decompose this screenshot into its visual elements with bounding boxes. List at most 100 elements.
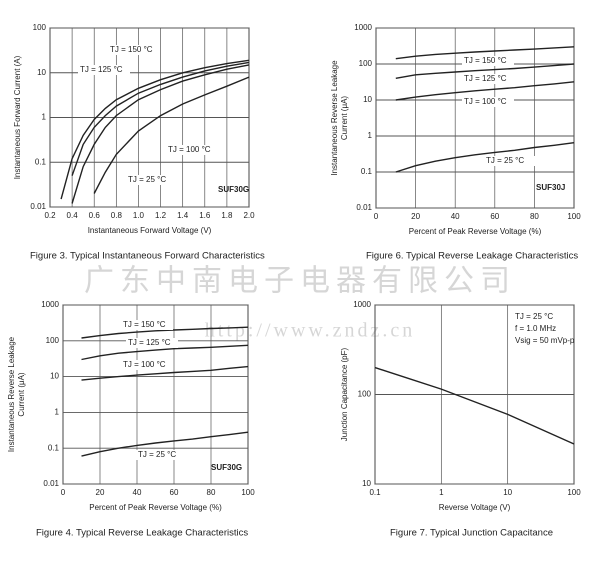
y-tick-label: 0.01 (356, 203, 372, 212)
x-tick-label: 20 (411, 212, 420, 221)
x-tick-label: 0.2 (44, 211, 56, 220)
label-bg (166, 145, 218, 155)
label-bg (126, 175, 178, 185)
label-bg (78, 65, 130, 75)
y-tick-label: 0.01 (30, 202, 46, 211)
label-bg (462, 74, 514, 84)
label-bg (136, 450, 188, 460)
y-tick-label: 0.01 (43, 479, 59, 488)
x-tick-label: 1.2 (155, 211, 167, 220)
figure-caption: Figure 7. Typical Junction Capacitance (390, 528, 553, 539)
x-tick-label: 2.0 (243, 211, 255, 220)
data-line (93, 76, 250, 194)
chart: 0 20 40 60 80 100 0.01 0.1 1 10 100 1000 Percent of … (330, 23, 581, 261)
data-line (395, 142, 575, 173)
data-line (395, 81, 575, 101)
x-tick-label: 60 (170, 488, 179, 497)
x-tick-label: 100 (567, 212, 581, 221)
series-label: TJ = 150 °C (110, 45, 153, 54)
x-tick-label: 100 (241, 488, 255, 497)
y-tick-label: 10 (362, 479, 371, 488)
x-tick-label: 40 (451, 212, 460, 221)
y-tick-label: 1000 (353, 300, 371, 309)
label-bg (108, 45, 160, 55)
y-tick-label: 100 (358, 390, 372, 399)
x-tick-label: 1 (439, 488, 444, 497)
series-label: TJ = 125 °C (80, 65, 123, 74)
y-axis-label: Instantaneous Reverse Leakage (330, 60, 339, 176)
data-line (395, 63, 575, 79)
series-label: TJ = 125 °C (464, 74, 507, 83)
series-label: TJ = 25 °C (138, 450, 176, 459)
annotation: SUF30G (211, 463, 242, 472)
series-label: TJ = 25 °C (128, 175, 166, 184)
x-tick-label: 0.6 (89, 211, 101, 220)
data-line (81, 431, 249, 457)
y-axis-label: Instantaneous Forward Current (A) (13, 55, 22, 179)
y-tick-label: 1 (55, 408, 60, 417)
x-tick-label: 1.8 (221, 211, 233, 220)
y-axis-label: Current (μA) (340, 96, 349, 141)
x-tick-label: 0.4 (67, 211, 79, 220)
y-tick-label: 1000 (354, 23, 372, 32)
y-tick-label: 100 (46, 336, 60, 345)
series-label: TJ = 100 °C (168, 145, 211, 154)
y-axis-label: Instantaneous Reverse Leakage (7, 336, 16, 452)
chart: 0.2 0.4 0.6 0.8 1.0 1.2 1.4 1.6 1.8 2.0 0.01 0.1 1 10… (13, 23, 265, 261)
x-tick-label: 0 (374, 212, 379, 221)
y-tick-label: 100 (33, 23, 47, 32)
series-label: TJ = 125 °C (128, 338, 171, 347)
y-tick-label: 1 (368, 131, 373, 140)
data-line (374, 366, 575, 445)
data-line (81, 344, 249, 361)
series-label: TJ = 100 °C (464, 97, 507, 106)
y-axis-label: Junction Capacitance (pF) (340, 347, 349, 441)
x-tick-label: 1.0 (133, 211, 145, 220)
y-tick-label: 1000 (41, 300, 59, 309)
label-bg (121, 320, 173, 330)
data-line (81, 365, 249, 381)
x-tick-label: 1.4 (177, 211, 189, 220)
chart: 0 20 40 60 80 100 0.01 0.1 1 10 100 1000 Percent of … (7, 300, 255, 538)
series-label: TJ = 150 °C (123, 320, 166, 329)
y-tick-label: 100 (359, 59, 373, 68)
figure-caption: Figure 6. Typical Reverse Leakage Charac… (366, 251, 578, 262)
series-label: TJ = 100 °C (123, 360, 166, 369)
x-axis-label: Percent of Peak Reverse Voltage (%) (89, 503, 222, 512)
annotation: SUF30J (536, 183, 565, 192)
x-tick-label: 40 (133, 488, 142, 497)
data-line (81, 326, 249, 339)
label-bg (126, 338, 178, 348)
y-tick-label: 0.1 (361, 167, 373, 176)
series-label: TJ = 25 °C (486, 156, 524, 165)
x-tick-label: 0 (61, 488, 66, 497)
label-bg (462, 56, 514, 66)
y-tick-label: 10 (37, 68, 46, 77)
plot-frame (375, 27, 575, 209)
y-axis-label: Current (μA) (17, 372, 26, 417)
label-bg (484, 156, 536, 166)
data-line (71, 61, 250, 176)
x-tick-label: 0.8 (111, 211, 123, 220)
y-tick-label: 0.1 (48, 443, 60, 452)
watermark: 广东中南电子电器有限公司 (84, 264, 516, 299)
x-axis-label: Instantaneous Forward Voltage (V) (88, 226, 212, 235)
x-tick-label: 0.1 (369, 488, 381, 497)
data-line (395, 46, 575, 60)
label-bg (462, 97, 514, 107)
label-bg (121, 360, 173, 370)
annotation: TJ = 25 °C (515, 312, 553, 321)
y-tick-label: 1 (42, 113, 47, 122)
x-tick-label: 80 (207, 488, 216, 497)
series-label: TJ = 150 °C (464, 56, 507, 65)
figure-caption: Figure 3. Typical Instantaneous Forward … (30, 251, 265, 262)
y-tick-label: 0.1 (35, 157, 47, 166)
x-tick-label: 1.6 (199, 211, 211, 220)
chart: 0.1 1 10 100 10 100 1000 Reverse Voltage (V) Jun… (340, 300, 581, 538)
y-tick-label: 10 (50, 372, 59, 381)
data-line (71, 64, 250, 204)
watermark-url: http://www.zndz.cn (205, 320, 415, 342)
x-axis-label: Percent of Peak Reverse Voltage (%) (409, 227, 542, 236)
x-tick-label: 20 (96, 488, 105, 497)
